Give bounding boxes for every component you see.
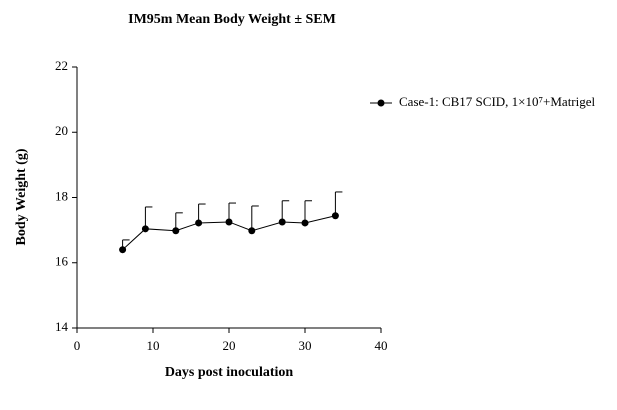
x-tick-label: 20: [223, 338, 236, 353]
data-point: [278, 218, 286, 226]
x-tick-label: 0: [74, 338, 81, 353]
chart-title: IM95m Mean Body Weight ± SEM: [128, 12, 336, 27]
x-tick-label: 40: [375, 338, 388, 353]
data-point: [141, 225, 149, 233]
x-axis-label: Days post inoculation: [165, 365, 294, 380]
y-tick-label: 20: [55, 123, 68, 138]
legend-label: Case-1: CB17 SCID, 1×10⁷+Matrigel: [399, 94, 596, 109]
data-point: [248, 227, 256, 235]
data-point: [225, 218, 233, 226]
data-point: [195, 219, 203, 227]
error-bar: [281, 200, 290, 222]
y-tick-label: 14: [55, 319, 69, 334]
error-bar: [251, 205, 259, 231]
data-point: [331, 212, 339, 220]
legend-marker: [377, 99, 385, 107]
data-point: [172, 227, 180, 235]
data-point: [119, 246, 127, 254]
x-tick-label: 10: [147, 338, 160, 353]
y-axis-label: Body Weight (g): [14, 148, 29, 245]
y-tick-label: 16: [55, 254, 69, 269]
data-point: [301, 219, 309, 227]
error-bar: [304, 200, 312, 223]
error-bar: [334, 191, 343, 216]
x-tick-label: 30: [299, 338, 312, 353]
y-tick-label: 18: [55, 188, 68, 203]
y-tick-label: 22: [55, 58, 68, 73]
error-bar: [144, 206, 153, 229]
